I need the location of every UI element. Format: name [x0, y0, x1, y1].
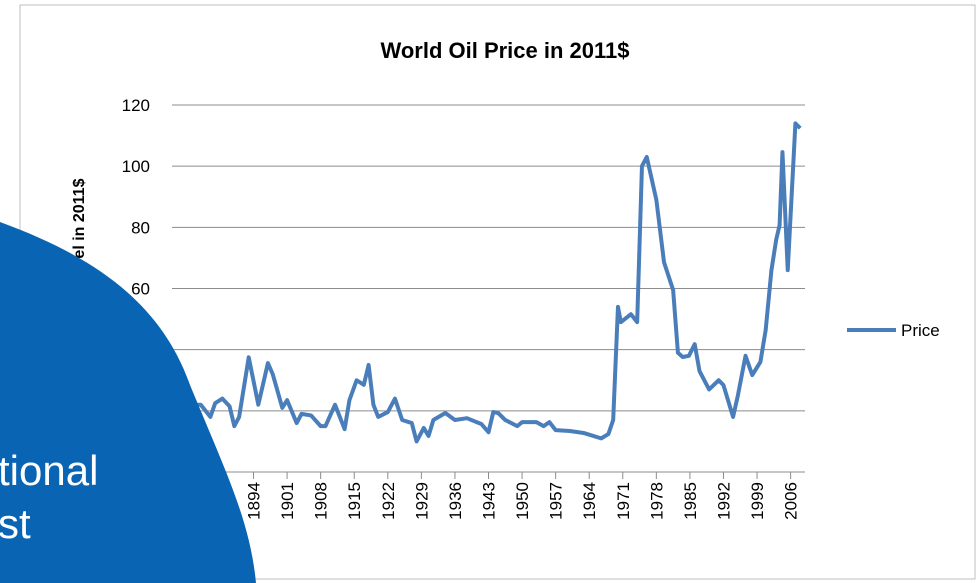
x-tick-label: 1964 — [580, 482, 599, 520]
x-tick-label: 1999 — [748, 482, 767, 520]
x-tick-label: 1950 — [513, 482, 532, 520]
line-series — [176, 121, 802, 444]
x-tick-label: 2006 — [782, 482, 801, 520]
y-tick-label: 120 — [122, 96, 150, 115]
x-tick-label: 1978 — [647, 482, 666, 520]
x-tick-label: 1943 — [480, 482, 499, 520]
x-tick-label: 1992 — [714, 482, 733, 520]
x-tick-label: 1915 — [345, 482, 364, 520]
x-tick-label: 1985 — [681, 482, 700, 520]
overlay-text: tional — [0, 447, 98, 494]
x-tick-label: 1957 — [547, 482, 566, 520]
x-tick-label: 1936 — [446, 482, 465, 520]
x-tick-label: 1971 — [614, 482, 633, 520]
overlay-text: st — [0, 500, 31, 547]
legend-label: Price — [901, 321, 940, 340]
chart-title: World Oil Price in 2011$ — [380, 38, 629, 63]
overlay-shape — [0, 222, 256, 583]
x-tick-label: 1894 — [245, 482, 264, 520]
plot-area: 2040608010012018941901190819151922192919… — [122, 96, 940, 520]
y-tick-label: 60 — [131, 280, 150, 299]
y-tick-label: 100 — [122, 157, 150, 176]
x-tick-label: 1901 — [278, 482, 297, 520]
x-tick-label: 1929 — [412, 482, 431, 520]
y-tick-label: 80 — [131, 218, 150, 237]
x-tick-label: 1922 — [379, 482, 398, 520]
x-tick-label: 1908 — [312, 482, 331, 520]
